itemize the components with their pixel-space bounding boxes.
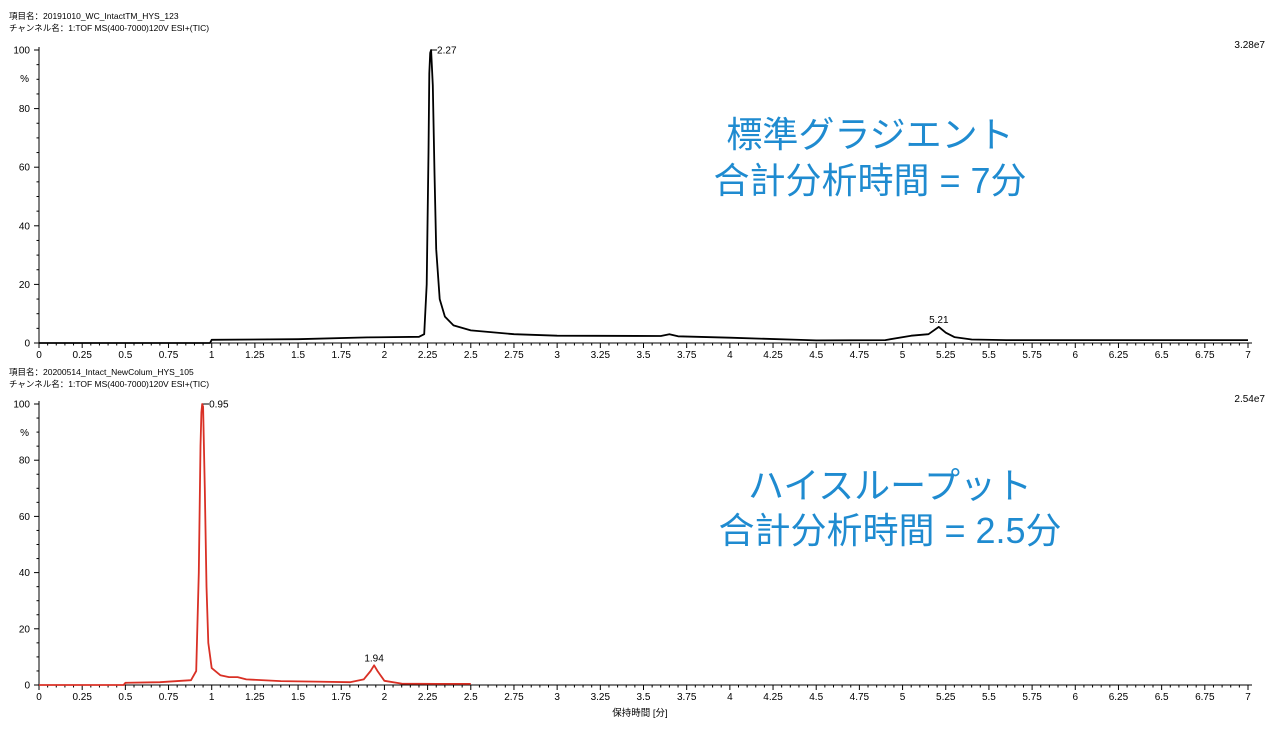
peak-label: 1.94 xyxy=(364,653,384,664)
x-tick-label: 6.75 xyxy=(1195,350,1215,361)
annotation-title: ハイスループット xyxy=(748,465,1032,506)
intensity-max-label: 3.28e7 xyxy=(1234,40,1265,51)
x-tick-label: 5.5 xyxy=(982,692,996,703)
x-tick-label: 5.25 xyxy=(936,692,956,703)
x-tick-label: 1.25 xyxy=(245,692,265,703)
x-tick-label: 4.5 xyxy=(809,350,823,361)
peak-label: 0.95 xyxy=(209,400,229,411)
chart-panel-high-throughput: 項目名：20200514_Intact_NewColum_HYS_105 チャン… xyxy=(9,367,1265,719)
plot-area: 0.95 1.94 xyxy=(39,400,471,686)
x-tick-label: 1.5 xyxy=(291,692,305,703)
x-tick-label: 4.75 xyxy=(850,350,870,361)
peak-label: 2.27 xyxy=(437,46,457,57)
x-tick-label: 5 xyxy=(900,692,906,703)
peak-label: 5.21 xyxy=(929,315,949,326)
x-tick-label: 0 xyxy=(36,350,42,361)
x-tick-label: 6 xyxy=(1073,350,1079,361)
x-tick-label: 0.25 xyxy=(72,692,92,703)
x-tick-label: 3.25 xyxy=(591,692,611,703)
y-tick-label: 40 xyxy=(19,568,31,579)
y-tick-label: 80 xyxy=(19,104,31,115)
x-tick-label: 2.25 xyxy=(418,350,438,361)
x-tick-label: 1.25 xyxy=(245,350,265,361)
x-tick-label: 5.75 xyxy=(1022,350,1042,361)
x-tick-label: 2.75 xyxy=(504,692,524,703)
y-tick-label: 60 xyxy=(19,512,31,523)
x-tick-label: 0.75 xyxy=(159,350,179,361)
x-tick-label: 1.75 xyxy=(332,692,352,703)
annotation-total-time: 合計分析時間 = 7分 xyxy=(713,160,1026,201)
y-tick-label: 20 xyxy=(19,624,31,635)
item-name-label: 項目名：20200514_Intact_NewColum_HYS_105 xyxy=(9,367,194,377)
x-tick-label: 3.75 xyxy=(677,350,697,361)
x-tick-label: 4.25 xyxy=(763,692,783,703)
chart-panel-standard-gradient: 項目名：20191010_WC_IntactTM_HYS_123 チャンネル名：… xyxy=(9,11,1265,361)
chromatogram-trace xyxy=(39,403,471,686)
y-tick-label: 100 xyxy=(13,46,30,57)
x-tick-label: 0.75 xyxy=(159,692,179,703)
intensity-max-label: 2.54e7 xyxy=(1234,394,1265,405)
annotation-title: 標準グラジエント xyxy=(726,114,1013,155)
x-tick-label: 4 xyxy=(727,350,733,361)
x-tick-label: 2 xyxy=(382,350,388,361)
x-tick-label: 4.5 xyxy=(809,692,823,703)
x-tick-label: 6.25 xyxy=(1109,692,1129,703)
x-tick-label: 2.5 xyxy=(464,350,478,361)
plot-area: 2.27 5.21 xyxy=(39,46,1248,344)
x-tick-label: 0.5 xyxy=(118,692,132,703)
annotation-total-time: 合計分析時間 = 2.5分 xyxy=(718,510,1061,551)
y-tick-label: 0 xyxy=(24,681,30,692)
y-tick-label: 80 xyxy=(19,456,31,467)
x-tick-label: 5.25 xyxy=(936,350,956,361)
x-tick-label: 1 xyxy=(209,692,215,703)
x-tick-label: 3.5 xyxy=(637,350,651,361)
x-tick-label: 3.75 xyxy=(677,692,697,703)
y-tick-label: 20 xyxy=(19,280,31,291)
y-tick-label: 60 xyxy=(19,163,31,174)
x-tick-label: 0.5 xyxy=(118,350,132,361)
x-tick-label: 1 xyxy=(209,350,215,361)
x-tick-label: 0.25 xyxy=(72,350,92,361)
x-tick-label: 3.5 xyxy=(637,692,651,703)
axes: 0 0.25 0.5 0.75 1 1.25 1.5 1.75 2 2.25 2.5 2.75 3 3.2… xyxy=(13,400,1252,703)
x-tick-label: 2.75 xyxy=(504,350,524,361)
x-tick-label: 5.75 xyxy=(1022,692,1042,703)
x-axis-title: 保持時間 [分] xyxy=(612,707,667,719)
x-tick-label: 6.5 xyxy=(1155,692,1169,703)
chromatogram-trace xyxy=(39,49,1248,344)
y-axis-unit-label: % xyxy=(20,74,29,85)
x-tick-label: 3 xyxy=(554,692,560,703)
x-tick-label: 2 xyxy=(382,692,388,703)
x-tick-label: 6.75 xyxy=(1195,692,1215,703)
x-tick-label: 2.5 xyxy=(464,692,478,703)
channel-name-label: チャンネル名：1:TOF MS(400-7000)120V ESI+(TIC) xyxy=(9,23,209,33)
x-tick-label: 3 xyxy=(554,350,560,361)
x-tick-label: 4.25 xyxy=(763,350,783,361)
axes: 0 0.25 0.5 0.75 1 1.25 1.5 1.75 2 2.25 2.5 2.75 3 3.2… xyxy=(13,46,1252,361)
x-tick-label: 1.5 xyxy=(291,350,305,361)
x-tick-label: 7 xyxy=(1245,350,1251,361)
y-tick-label: 40 xyxy=(19,221,31,232)
item-name-label: 項目名：20191010_WC_IntactTM_HYS_123 xyxy=(9,11,179,21)
x-tick-label: 2.25 xyxy=(418,692,438,703)
x-tick-label: 5 xyxy=(900,350,906,361)
x-tick-label: 5.5 xyxy=(982,350,996,361)
y-tick-label: 0 xyxy=(24,339,30,350)
x-tick-label: 6.25 xyxy=(1109,350,1129,361)
x-tick-label: 4 xyxy=(727,692,733,703)
x-tick-label: 3.25 xyxy=(591,350,611,361)
x-tick-label: 7 xyxy=(1245,692,1251,703)
y-tick-label: 100 xyxy=(13,400,30,411)
x-tick-label: 0 xyxy=(36,692,42,703)
x-tick-label: 6 xyxy=(1073,692,1079,703)
x-tick-label: 6.5 xyxy=(1155,350,1169,361)
channel-name-label: チャンネル名：1:TOF MS(400-7000)120V ESI+(TIC) xyxy=(9,379,209,389)
y-axis-unit-label: % xyxy=(20,428,29,439)
x-tick-label: 1.75 xyxy=(332,350,352,361)
x-tick-label: 4.75 xyxy=(850,692,870,703)
